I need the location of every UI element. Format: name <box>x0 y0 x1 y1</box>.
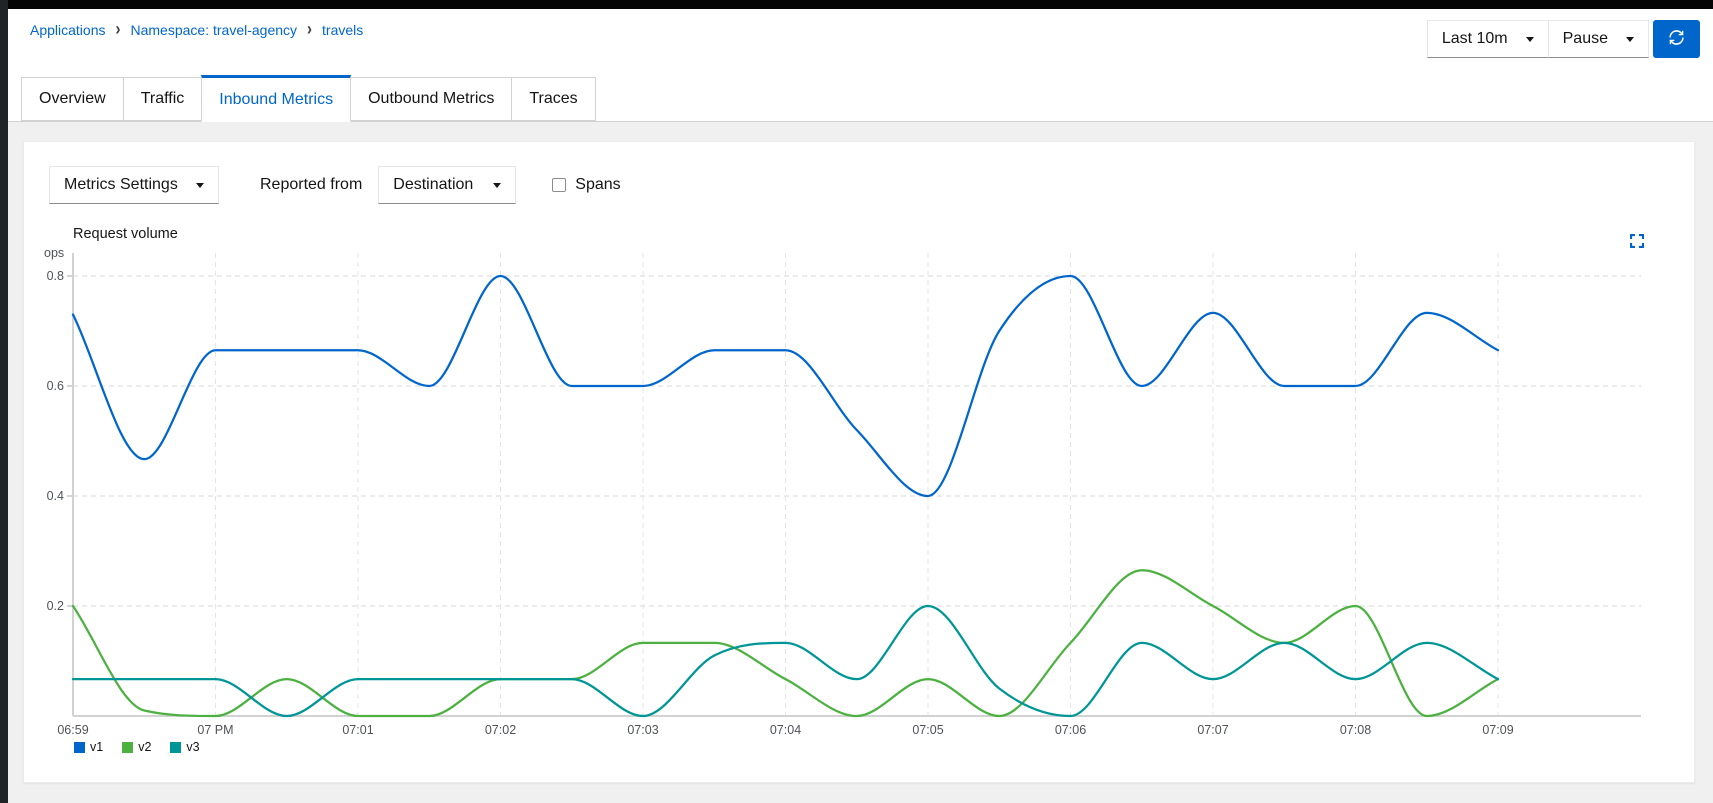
breadcrumb-link-app[interactable]: travels <box>322 21 364 38</box>
metrics-settings-label: Metrics Settings <box>64 176 178 193</box>
svg-text:0.4: 0.4 <box>47 489 64 503</box>
svg-text:07:06: 07:06 <box>1055 723 1086 737</box>
legend-label-v2: v2 <box>138 740 152 754</box>
request-volume-chart: 0.8 0.6 0.4 0.2 06:59 07 PM 07:01 07:02 07:03 07:… <box>44 246 1641 737</box>
metrics-settings-select[interactable]: Metrics Settings <box>49 166 219 204</box>
legend-item-v2[interactable]: v2 <box>122 740 151 754</box>
expand-chart-button[interactable] <box>1628 233 1646 251</box>
breadcrumb: Applications › Namespace: travel-agency … <box>30 19 364 40</box>
tab-traffic[interactable]: Traffic <box>122 77 203 121</box>
legend-swatch-v2 <box>122 741 134 753</box>
reported-from-label: Reported from <box>260 176 363 193</box>
window-top-edge <box>0 0 1713 9</box>
legend-label-v1: v1 <box>90 740 104 754</box>
svg-text:0.8: 0.8 <box>47 269 64 283</box>
time-toolbar: Last 10m Pause <box>1426 20 1700 58</box>
legend-label-v3: v3 <box>186 740 200 754</box>
svg-text:07:01: 07:01 <box>342 723 373 737</box>
caret-down-icon <box>1525 36 1534 42</box>
refresh-button[interactable] <box>1653 20 1700 58</box>
page-header: Applications › Namespace: travel-agency … <box>8 9 1713 122</box>
svg-text:07:04: 07:04 <box>770 723 801 737</box>
breadcrumb-link-applications[interactable]: Applications <box>30 21 106 38</box>
caret-down-icon <box>493 182 502 188</box>
refresh-mode-value: Pause <box>1562 30 1608 47</box>
svg-text:06:59: 06:59 <box>57 723 88 737</box>
svg-text:ops: ops <box>44 246 64 260</box>
legend-swatch-v1 <box>74 741 85 753</box>
metrics-card: Metrics Settings Reported from Destinati… <box>23 141 1695 783</box>
svg-text:07 PM: 07 PM <box>197 723 233 737</box>
page-content: Metrics Settings Reported from Destinati… <box>8 122 1713 803</box>
app-root: Applications › Namespace: travel-agency … <box>8 9 1713 803</box>
legend-item-v1[interactable]: v1 <box>74 740 103 754</box>
reporter-select-value: Destination <box>393 176 474 193</box>
collapsed-sidenav-edge <box>0 0 8 803</box>
metrics-controls: Metrics Settings Reported from Destinati… <box>49 166 621 204</box>
svg-text:07:02: 07:02 <box>485 723 516 737</box>
spans-checkbox[interactable] <box>552 178 567 192</box>
svg-text:0.6: 0.6 <box>47 379 64 393</box>
refresh-mode-select[interactable]: Pause <box>1547 20 1649 58</box>
breadcrumb-separator-icon: › <box>115 19 121 40</box>
breadcrumb-separator-icon: › <box>307 19 313 40</box>
svg-text:07:07: 07:07 <box>1197 723 1228 737</box>
duration-select-value: Last 10m <box>1441 30 1508 47</box>
caret-down-icon <box>1626 36 1634 42</box>
tab-inbound-metrics[interactable]: Inbound Metrics <box>201 75 352 122</box>
chart-legend: v1 v2 v3 <box>74 740 200 754</box>
chart-title: Request volume <box>73 226 178 242</box>
tab-overview[interactable]: Overview <box>21 77 124 121</box>
tab-bar: Overview Traffic Inbound Metrics Outboun… <box>8 75 1713 122</box>
legend-item-v3[interactable]: v3 <box>170 740 200 754</box>
tab-outbound-metrics[interactable]: Outbound Metrics <box>350 77 513 121</box>
tab-traces[interactable]: Traces <box>511 77 596 121</box>
legend-swatch-v3 <box>170 741 182 753</box>
breadcrumb-link-namespace[interactable]: Namespace: travel-agency <box>130 21 298 38</box>
svg-text:0.2: 0.2 <box>47 599 64 613</box>
svg-text:07:09: 07:09 <box>1482 723 1513 737</box>
duration-select[interactable]: Last 10m <box>1426 20 1549 58</box>
expand-icon <box>1629 233 1645 251</box>
sync-icon <box>1668 29 1685 49</box>
svg-text:07:03: 07:03 <box>627 723 658 737</box>
spans-label: Spans <box>575 176 621 193</box>
svg-text:07:05: 07:05 <box>912 723 943 737</box>
reporter-select[interactable]: Destination <box>378 166 517 204</box>
spans-control: Spans <box>552 176 621 194</box>
svg-text:07:08: 07:08 <box>1340 723 1371 737</box>
caret-down-icon <box>196 182 204 188</box>
